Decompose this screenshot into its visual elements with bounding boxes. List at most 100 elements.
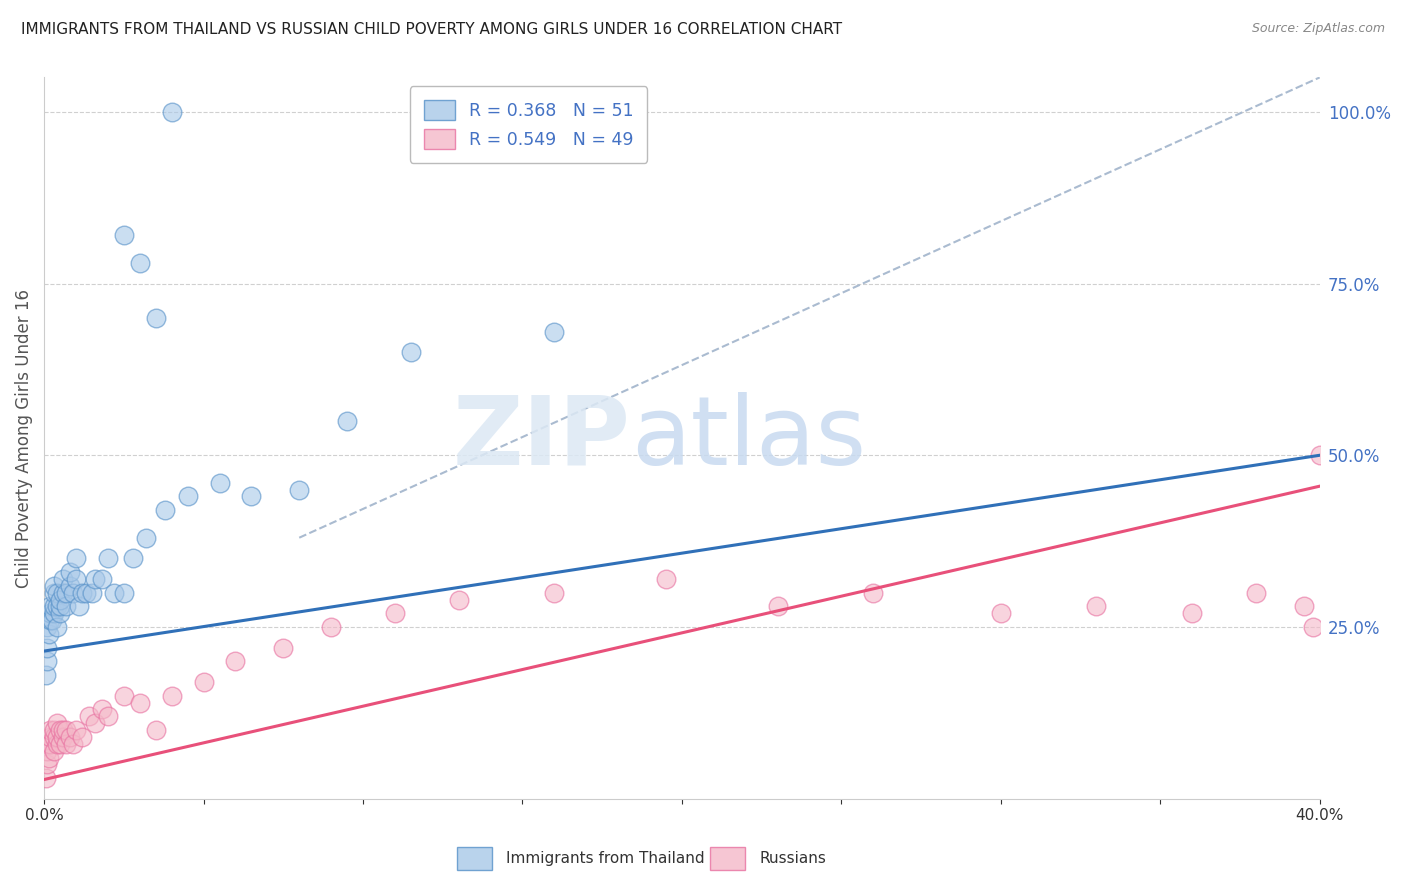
Point bbox=[55, 737, 77, 751]
Point bbox=[39, 730, 62, 744]
Point bbox=[55, 723, 77, 737]
Point bbox=[42, 579, 65, 593]
Point bbox=[112, 689, 135, 703]
Point bbox=[1244, 585, 1267, 599]
Point bbox=[990, 607, 1012, 621]
Point bbox=[42, 723, 65, 737]
Y-axis label: Child Poverty Among Girls Under 16: Child Poverty Among Girls Under 16 bbox=[15, 289, 32, 588]
Point bbox=[336, 414, 359, 428]
Point bbox=[384, 607, 406, 621]
Point bbox=[35, 771, 58, 785]
FancyBboxPatch shape bbox=[457, 847, 492, 870]
Point bbox=[55, 585, 77, 599]
Point bbox=[1309, 448, 1331, 462]
Point bbox=[62, 585, 84, 599]
Text: IMMIGRANTS FROM THAILAND VS RUSSIAN CHILD POVERTY AMONG GIRLS UNDER 16 CORRELATI: IMMIGRANTS FROM THAILAND VS RUSSIAN CHIL… bbox=[21, 22, 842, 37]
Point bbox=[176, 490, 198, 504]
Point bbox=[128, 256, 150, 270]
Point bbox=[84, 716, 107, 731]
Point bbox=[128, 696, 150, 710]
Point bbox=[447, 592, 470, 607]
Point bbox=[37, 744, 59, 758]
Point bbox=[65, 572, 87, 586]
Point bbox=[1085, 599, 1108, 614]
Text: ZIP: ZIP bbox=[453, 392, 631, 484]
Point bbox=[49, 599, 72, 614]
Point bbox=[59, 730, 82, 744]
Point bbox=[45, 585, 67, 599]
Point bbox=[39, 723, 62, 737]
Point bbox=[155, 503, 177, 517]
Point bbox=[160, 689, 183, 703]
Point bbox=[77, 709, 100, 723]
Point bbox=[399, 345, 422, 359]
Point bbox=[49, 737, 72, 751]
Point bbox=[65, 723, 87, 737]
Point bbox=[145, 310, 167, 325]
Point bbox=[42, 585, 65, 599]
Point bbox=[59, 565, 82, 579]
Point bbox=[1181, 607, 1204, 621]
Point bbox=[38, 750, 60, 764]
Text: Russians: Russians bbox=[759, 851, 827, 866]
Point bbox=[122, 551, 145, 566]
Point bbox=[103, 585, 125, 599]
Point bbox=[240, 490, 263, 504]
Point bbox=[52, 585, 75, 599]
Point bbox=[55, 599, 77, 614]
Point bbox=[288, 483, 311, 497]
Point bbox=[271, 640, 294, 655]
Point bbox=[52, 723, 75, 737]
Point bbox=[160, 104, 183, 119]
Point bbox=[37, 757, 59, 772]
Point bbox=[39, 607, 62, 621]
Point bbox=[49, 607, 72, 621]
Point bbox=[38, 627, 60, 641]
Point bbox=[319, 620, 342, 634]
Point bbox=[145, 723, 167, 737]
Point bbox=[543, 585, 565, 599]
Point bbox=[65, 551, 87, 566]
Point bbox=[49, 723, 72, 737]
Point bbox=[42, 730, 65, 744]
Point bbox=[45, 716, 67, 731]
Point bbox=[84, 572, 107, 586]
Point bbox=[72, 730, 94, 744]
Point bbox=[52, 572, 75, 586]
FancyBboxPatch shape bbox=[710, 847, 745, 870]
Point bbox=[1302, 620, 1324, 634]
Point bbox=[97, 551, 120, 566]
Point bbox=[37, 737, 59, 751]
Point bbox=[75, 585, 97, 599]
Point bbox=[112, 228, 135, 243]
Point bbox=[42, 744, 65, 758]
Point bbox=[208, 475, 231, 490]
Point bbox=[90, 702, 112, 716]
Point bbox=[655, 572, 678, 586]
Point bbox=[90, 572, 112, 586]
Point bbox=[766, 599, 789, 614]
Point bbox=[97, 709, 120, 723]
Point bbox=[42, 599, 65, 614]
Point bbox=[45, 599, 67, 614]
Point bbox=[39, 737, 62, 751]
Point bbox=[41, 613, 63, 627]
Point bbox=[1292, 599, 1315, 614]
Point bbox=[67, 599, 90, 614]
Point bbox=[42, 607, 65, 621]
Text: atlas: atlas bbox=[631, 392, 866, 484]
Point bbox=[862, 585, 884, 599]
Text: Source: ZipAtlas.com: Source: ZipAtlas.com bbox=[1251, 22, 1385, 36]
Point bbox=[135, 531, 157, 545]
Point bbox=[112, 585, 135, 599]
Point bbox=[45, 730, 67, 744]
Point bbox=[224, 654, 246, 668]
Point bbox=[35, 668, 58, 682]
Point bbox=[62, 737, 84, 751]
Legend: R = 0.368   N = 51, R = 0.549   N = 49: R = 0.368 N = 51, R = 0.549 N = 49 bbox=[411, 87, 648, 162]
Text: Immigrants from Thailand: Immigrants from Thailand bbox=[506, 851, 704, 866]
Point bbox=[39, 613, 62, 627]
Point bbox=[80, 585, 103, 599]
Point bbox=[39, 599, 62, 614]
Point bbox=[193, 675, 215, 690]
